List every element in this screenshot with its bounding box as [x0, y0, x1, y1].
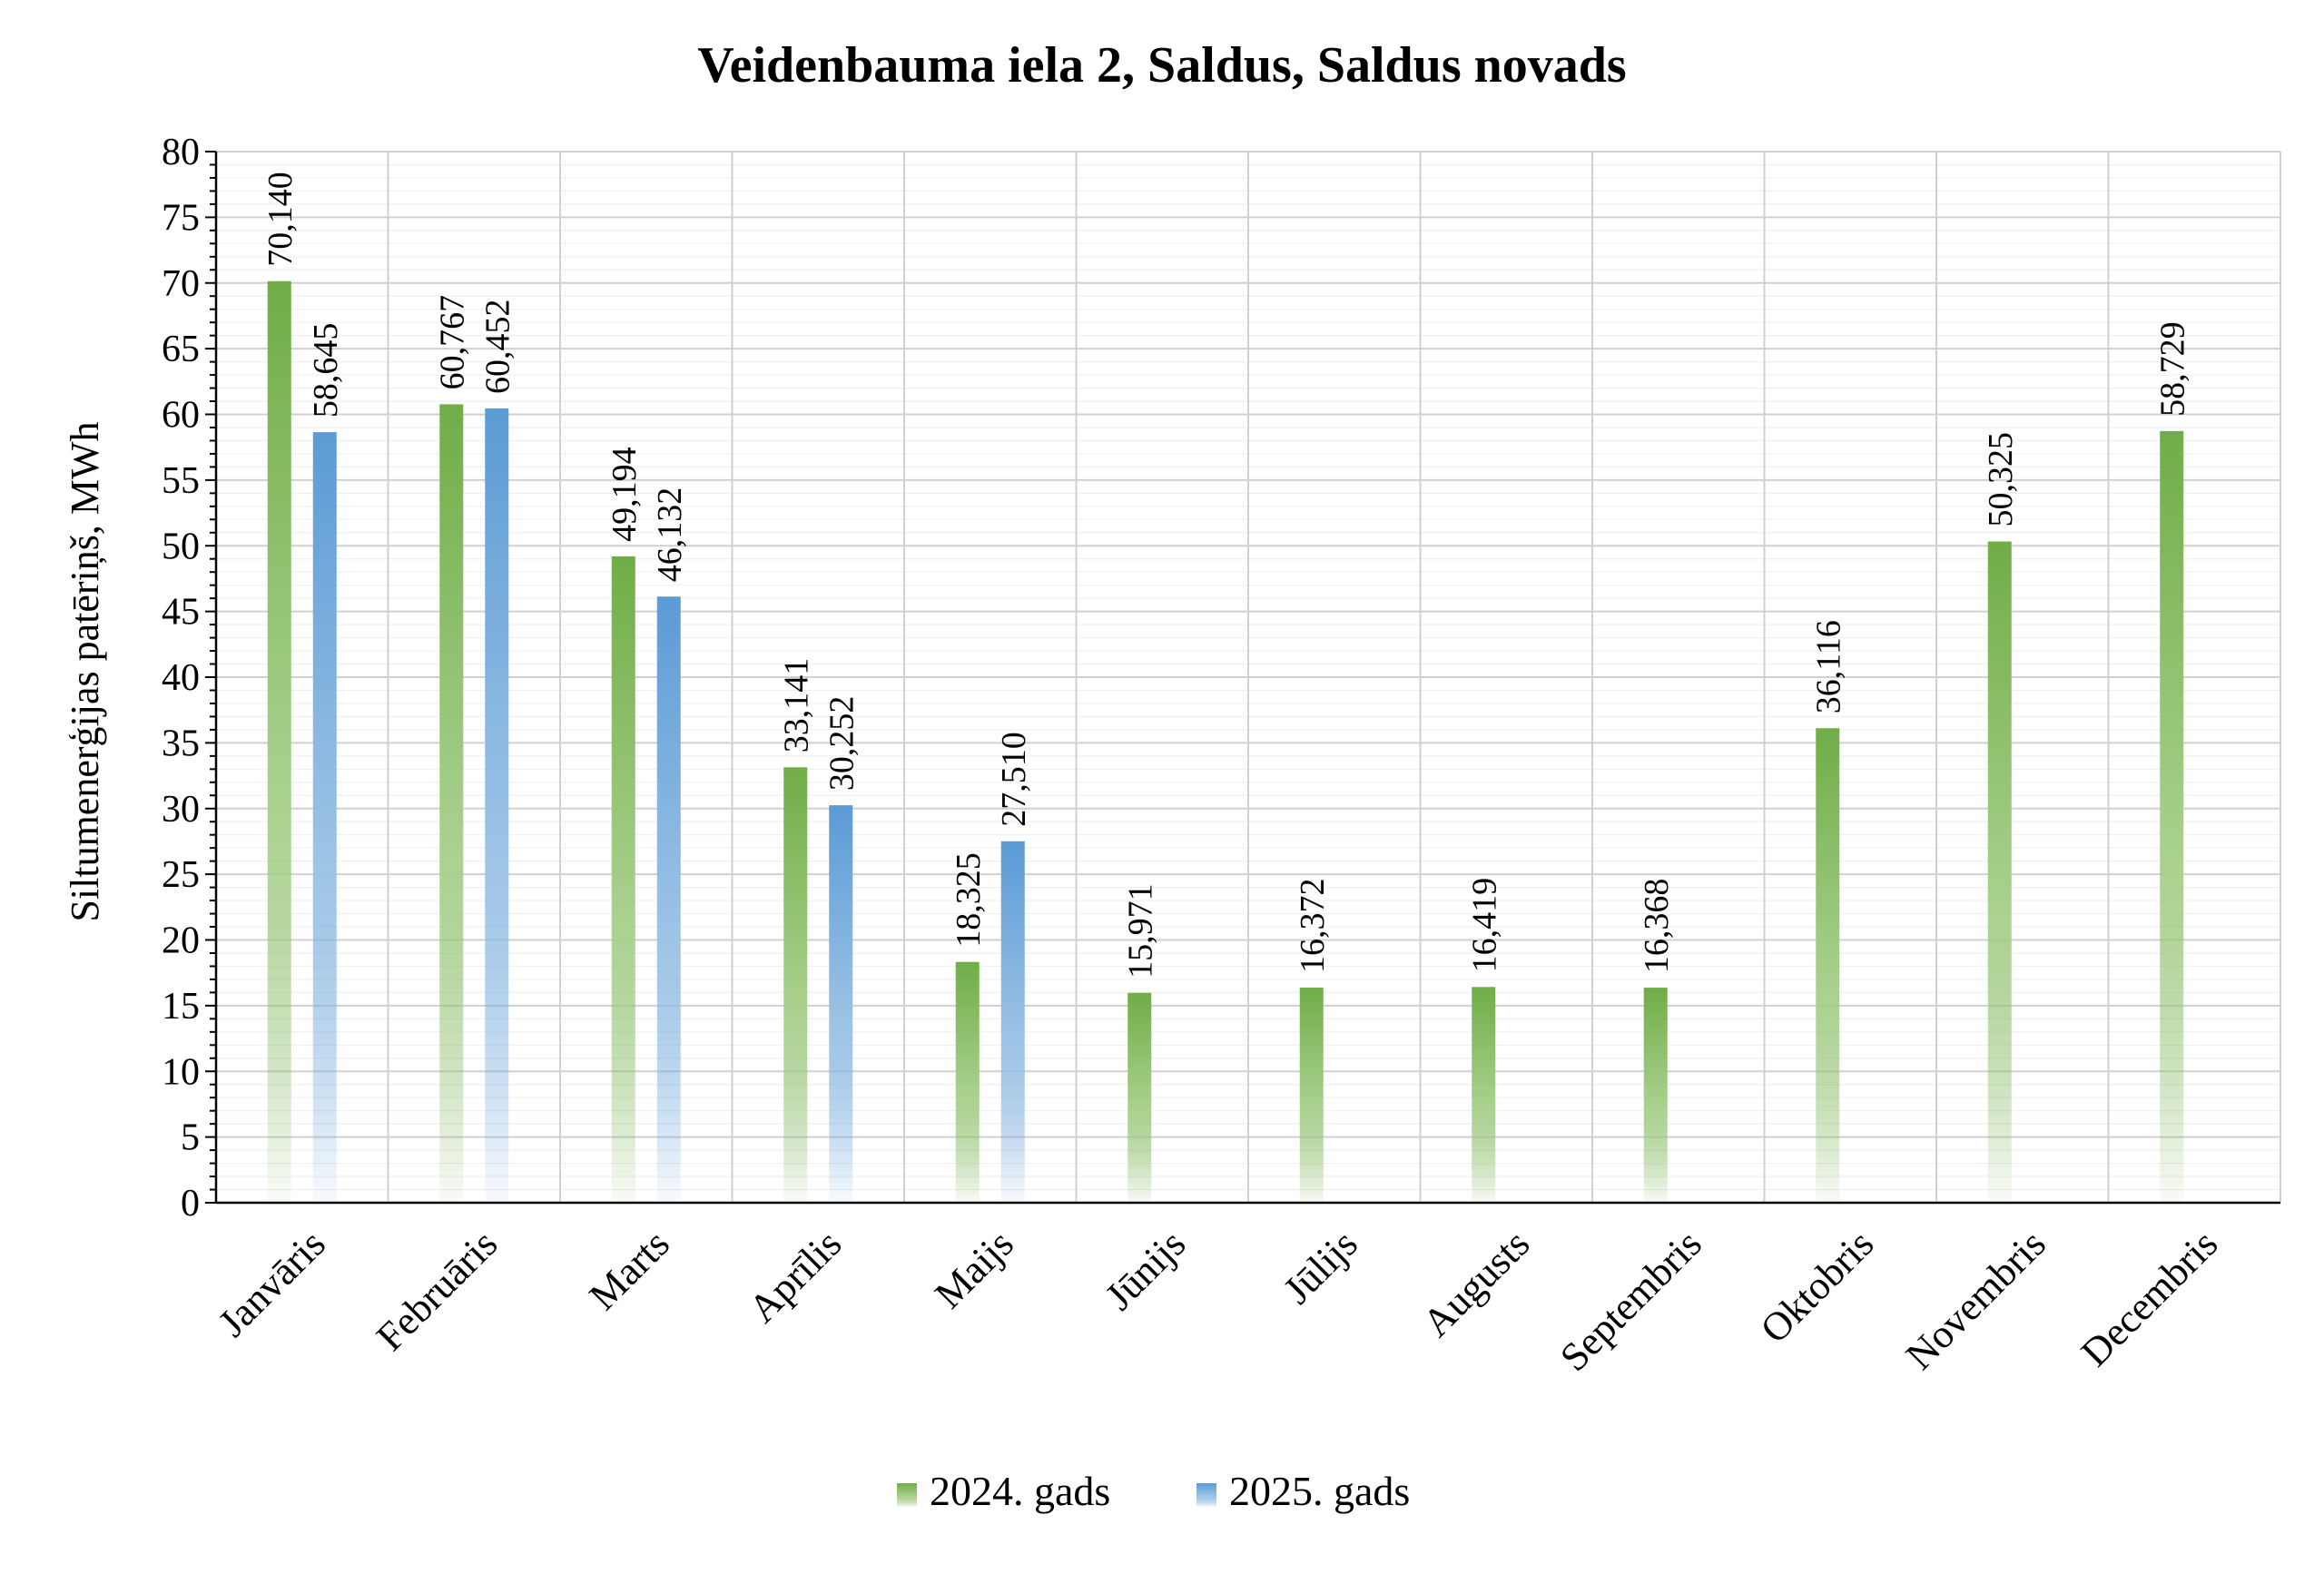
y-tick-label: 70 [162, 263, 200, 305]
data-label: 27,510 [995, 732, 1033, 827]
x-tick-label: Septembris [1551, 1221, 1710, 1380]
x-tick-label: Maijs [926, 1221, 1022, 1317]
bar-2024 [955, 961, 980, 1203]
y-tick-label: 10 [162, 1051, 200, 1093]
x-tick-label: Aprīlis [740, 1221, 850, 1331]
y-tick-label: 60 [162, 395, 200, 437]
y-tick-label: 65 [162, 329, 200, 370]
legend-label: 2024. gads [930, 1468, 1110, 1514]
legend: 2024. gads 2025. gads [897, 1468, 1410, 1514]
bars [267, 280, 2184, 1204]
y-tick-label: 30 [162, 789, 200, 831]
data-label: 33,141 [777, 658, 815, 753]
bar-2024 [1816, 728, 1840, 1203]
bar-2025 [485, 408, 509, 1204]
y-tick-label: 5 [181, 1117, 200, 1159]
bar-2025 [312, 432, 337, 1203]
data-label: 16,368 [1638, 879, 1676, 974]
y-tick-label: 45 [162, 592, 200, 634]
bar-2025 [1000, 841, 1025, 1203]
bar-2024 [2160, 430, 2184, 1204]
x-tick-label: Novembris [1897, 1221, 2054, 1378]
x-tick-label: Marts [581, 1221, 678, 1318]
data-label: 70,140 [261, 172, 300, 267]
data-label: 16,372 [1294, 879, 1332, 974]
x-tick-label: Oktobris [1752, 1221, 1883, 1352]
bar-2024 [1472, 987, 1496, 1203]
data-labels: 70,140 60,767 49,194 33,141 18,325 15,971 16,3… [261, 172, 2192, 979]
data-label: 16,419 [1465, 878, 1503, 973]
legend-swatch-2025 [1196, 1483, 1216, 1507]
bar-2024 [611, 556, 635, 1203]
data-label: 18,325 [950, 852, 988, 948]
y-tick-label: 20 [162, 920, 200, 962]
chart-title: Veidenbauma iela 2, Saldus, Saldus novad… [697, 37, 1626, 93]
y-tick-label: 25 [162, 854, 200, 896]
legend-label: 2025. gads [1229, 1468, 1410, 1514]
bar-2024 [439, 404, 464, 1203]
bar-2024 [783, 767, 808, 1203]
y-axis-label: Siltumenerģijas patēriņš, MWh [63, 421, 107, 921]
data-label: 58,729 [2153, 321, 2191, 417]
x-tick-label: Decembris [2073, 1221, 2226, 1374]
data-label: 46,132 [651, 487, 689, 583]
y-tick-label: 80 [162, 132, 200, 173]
y-tick-label: 15 [162, 986, 200, 1028]
y-tick-label: 75 [162, 197, 200, 239]
x-tick-label: Jūnijs [1097, 1221, 1194, 1318]
gridlines [216, 151, 2281, 1203]
bar-2024 [1299, 988, 1324, 1203]
data-label: 60,452 [478, 299, 517, 394]
data-label: 36,116 [1809, 620, 1847, 713]
legend-swatch-2024 [897, 1483, 917, 1507]
y-tick-label: 55 [162, 460, 200, 502]
x-tick-label: Janvāris [210, 1221, 334, 1345]
data-label: 58,645 [307, 323, 345, 418]
data-label: 50,325 [1982, 432, 2020, 527]
y-tick-label: 35 [162, 723, 200, 764]
bar-2024 [267, 280, 291, 1203]
y-tick-label: 0 [181, 1183, 200, 1225]
data-label: 15,971 [1121, 883, 1159, 979]
data-label: 60,767 [433, 295, 471, 390]
x-tick-label: Jūlijs [1275, 1221, 1365, 1312]
y-tick-label: 40 [162, 657, 200, 699]
bar-2025 [656, 596, 681, 1203]
data-label: 49,194 [606, 447, 644, 542]
bar-2025 [829, 805, 853, 1203]
bar-2024 [1987, 541, 2012, 1203]
bar-2024 [1643, 988, 1668, 1203]
data-label: 30,252 [822, 696, 861, 792]
x-tick-label: Augusts [1414, 1221, 1539, 1345]
bar-2024 [1128, 992, 1152, 1203]
x-tick-label: Februāris [368, 1221, 506, 1359]
y-tick-label: 50 [162, 526, 200, 567]
